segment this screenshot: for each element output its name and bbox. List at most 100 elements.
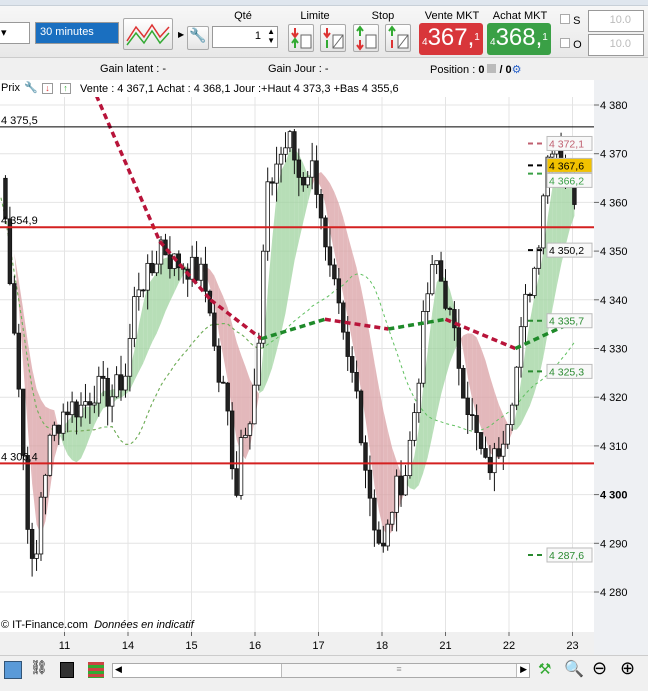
x-tick-label: 16	[249, 640, 261, 652]
wrench-icon[interactable]: 🔧	[24, 82, 38, 94]
s-checkbox[interactable]: S	[560, 14, 580, 27]
scroll-left-icon[interactable]: ◀	[115, 664, 122, 674]
candle-body	[132, 296, 137, 339]
buy-arrow-icon[interactable]: ↑	[60, 83, 71, 94]
ma-band	[343, 217, 348, 318]
sell-mkt-button[interactable]: 4367,1	[419, 23, 483, 55]
candle-body	[229, 410, 235, 470]
chart-settings-icon[interactable]: ⚒	[538, 661, 552, 678]
candle-body	[501, 443, 506, 457]
stop-buy-sell-button[interactable]	[353, 24, 379, 52]
candle-body	[167, 254, 173, 269]
long-ma-segment	[324, 317, 389, 331]
price-tag-box	[546, 363, 593, 379]
zoom-fit-icon[interactable]: 🔍	[564, 661, 584, 678]
limit-order-button[interactable]	[320, 24, 346, 52]
ma-band	[223, 296, 228, 381]
candle-body	[434, 260, 439, 265]
y-tick-label: 4 350	[600, 246, 628, 258]
candle-body	[309, 160, 315, 178]
candle-body	[141, 289, 146, 292]
candle-body	[225, 382, 230, 412]
price-tag-box	[546, 242, 593, 258]
gears-icon[interactable]: ⚙	[511, 64, 522, 76]
ma-band	[272, 195, 277, 368]
s-label: S	[573, 15, 581, 27]
candle-body	[541, 195, 546, 249]
qty-input[interactable]: 1 ▲ ▼	[212, 26, 278, 48]
candle-body	[74, 401, 79, 418]
ma-band	[529, 296, 535, 406]
ma-band	[245, 366, 250, 460]
position-detail-icon[interactable]	[487, 64, 497, 73]
print-icon[interactable]	[60, 662, 74, 678]
expand-arrow-icon[interactable]: ▶	[178, 30, 185, 39]
ma-band	[485, 360, 490, 453]
ma-band	[365, 310, 370, 451]
o-value: 10.0	[609, 38, 631, 50]
x-tick-label: 21	[439, 640, 451, 652]
horizontal-scrollbar[interactable]: ◀ ≡ ▶	[112, 663, 530, 678]
scroll-right-icon[interactable]: ▶	[520, 664, 527, 674]
info-bar: Prix 🔧 ↓ ↑ Vente : 4 367,1 Achat : 4 368…	[0, 80, 594, 98]
buy-prefix: 4	[490, 37, 496, 48]
buy-mkt-label: Achat MKT	[492, 10, 548, 22]
candle-body	[154, 263, 159, 274]
candle-body	[389, 511, 395, 525]
ma-band	[76, 409, 82, 463]
y-tick-label: 4 300	[600, 490, 628, 502]
limit-buy-sell-button[interactable]	[288, 24, 314, 52]
price-tag-label: 4 372,1	[549, 138, 584, 150]
candle-body	[38, 496, 44, 555]
period-select[interactable]: 30 minutes▾	[35, 22, 132, 44]
candle-body	[416, 382, 422, 414]
candle-body	[509, 404, 515, 426]
x-tick-label: 18	[376, 640, 388, 652]
y-tick-label: 4 320	[600, 392, 628, 404]
candle-body	[216, 345, 222, 383]
ma-band	[67, 415, 73, 461]
wrench-icon[interactable]: 🔧	[187, 26, 209, 50]
o-checkbox[interactable]: O	[560, 38, 582, 51]
x-tick-label: 22	[503, 640, 515, 652]
ma-band	[214, 275, 219, 334]
candle-body	[358, 390, 364, 444]
price-axis-labels: 4 380 4 370 4 360 4 350 4 340 4 330 4 320 4 310…	[594, 100, 628, 599]
footer-credits: © IT-Finance.com Données en indicatif	[1, 619, 194, 631]
candle-body	[194, 256, 199, 281]
scrollbar-thumb[interactable]: ≡	[281, 664, 517, 677]
candle-body	[487, 456, 493, 474]
candle-body	[429, 264, 435, 295]
y-tick-label: 4 330	[600, 344, 628, 356]
instrument-select[interactable]: ▾	[0, 22, 30, 44]
stop-order-button[interactable]	[385, 24, 411, 52]
candle-body	[12, 283, 17, 334]
indicators-icon[interactable]	[123, 18, 173, 50]
volume-icon[interactable]	[88, 662, 104, 678]
candle-body	[3, 177, 8, 220]
candle-body	[43, 474, 48, 498]
price-chart[interactable]: 4 375,5 4 354,9 4 306,4 4 372,1 4 367,6 4 366…	[0, 97, 594, 632]
candle-body	[394, 475, 399, 513]
candle-body	[349, 356, 355, 373]
o-value-input[interactable]: 10.0	[588, 34, 644, 56]
ma-band	[347, 234, 353, 341]
sell-arrow-icon[interactable]: ↓	[42, 83, 53, 94]
zoom-out-icon[interactable]: ⊖	[592, 658, 608, 678]
y-tick-label: 4 370	[600, 149, 628, 161]
candle-body	[123, 375, 128, 391]
candle-body	[421, 311, 426, 384]
price-tag-label: 4 287,6	[549, 550, 584, 562]
y-tick-label: 4 360	[600, 197, 628, 209]
s-value-input[interactable]: 10.0	[588, 10, 644, 32]
export-icon[interactable]	[4, 661, 22, 679]
qty-value: 1	[254, 30, 261, 42]
buy-mkt-button[interactable]: 4368,1	[487, 23, 551, 55]
ma-band	[89, 403, 95, 437]
ma-band	[374, 361, 379, 511]
candle-body	[527, 293, 533, 296]
zoom-in-icon[interactable]: ⊕	[620, 658, 636, 678]
link-icon[interactable]: ⛓	[30, 659, 48, 675]
ma-band	[276, 170, 282, 352]
ma-band	[218, 286, 224, 357]
